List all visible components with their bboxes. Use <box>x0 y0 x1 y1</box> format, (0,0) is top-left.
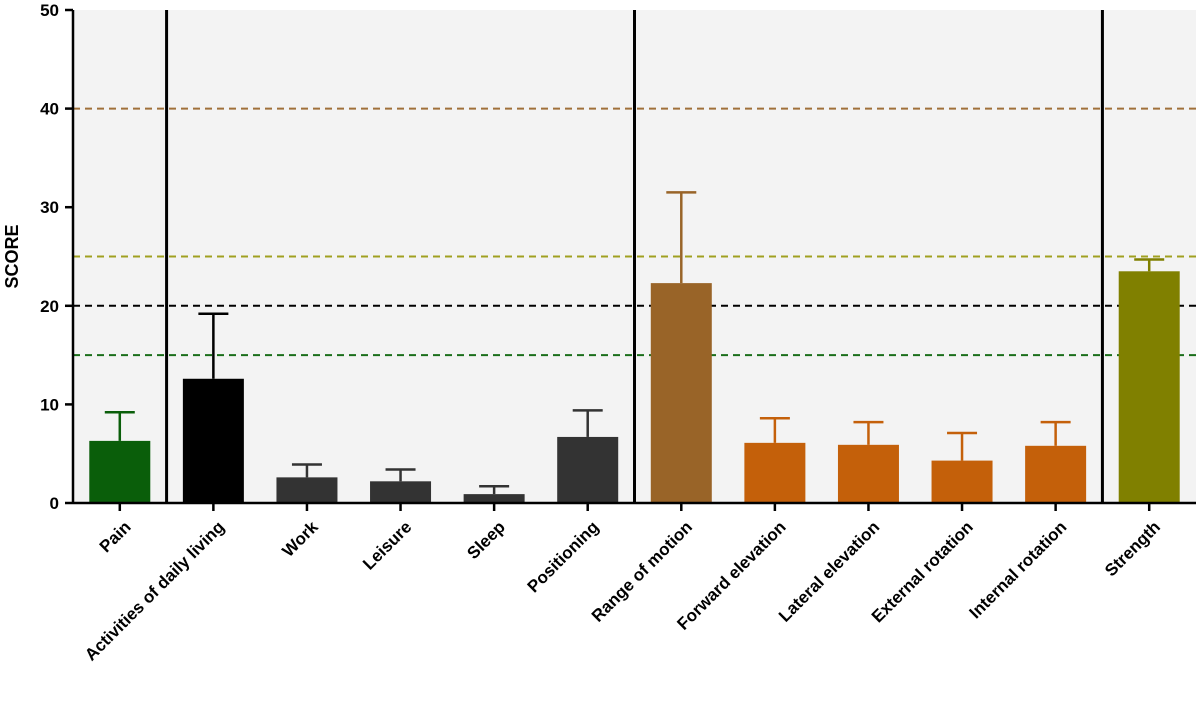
bar-2 <box>182 378 244 503</box>
x-tick-label: Internal rotation <box>966 517 1071 622</box>
x-tick-label: External rotation <box>868 517 977 626</box>
error-bars <box>104 191 1165 495</box>
y-axis: 0 10 20 30 40 50 <box>40 1 75 513</box>
x-tick-label: Leisure <box>359 517 415 573</box>
y-axis-title: SCORE <box>2 224 22 288</box>
x-tick-label: Positioning <box>524 517 603 596</box>
error-bar-3 <box>291 463 322 478</box>
bar-11 <box>1025 445 1087 503</box>
y-tick-label: 20 <box>40 297 59 316</box>
bars <box>89 271 1180 503</box>
x-tick-label: Range of motion <box>588 517 696 625</box>
x-tick-label: Work <box>279 517 323 561</box>
bar-5 <box>463 494 525 503</box>
error-bar-2 <box>198 312 229 379</box>
error-bar-1 <box>104 411 135 441</box>
error-bar-4 <box>385 468 416 482</box>
bar-6 <box>557 436 619 503</box>
y-tick-label: 0 <box>50 494 59 513</box>
error-bar-6 <box>572 409 603 437</box>
bar-7 <box>650 283 712 503</box>
x-tick-label: Pain <box>96 517 135 556</box>
bar-4 <box>370 481 432 503</box>
x-tick-label: Lateral elevation <box>775 517 883 625</box>
error-bar-7 <box>666 191 697 284</box>
bar-3 <box>276 477 338 503</box>
error-bar-5 <box>479 484 510 495</box>
y-tick-label: 30 <box>40 198 59 217</box>
error-bar-9 <box>853 420 884 445</box>
bar-10 <box>931 460 993 503</box>
bar-12 <box>1118 271 1180 503</box>
error-bar-10 <box>947 431 978 461</box>
x-tick-label: Strength <box>1101 517 1164 580</box>
y-tick-label: 10 <box>40 395 59 414</box>
bar-8 <box>744 442 806 503</box>
error-bar-11 <box>1040 420 1071 446</box>
x-tick-label: Sleep <box>463 517 509 563</box>
section-dividers <box>165 10 1104 503</box>
bar-9 <box>837 444 899 503</box>
error-bar-8 <box>759 416 790 443</box>
y-tick-label: 50 <box>40 1 59 20</box>
bar-1 <box>89 440 151 503</box>
y-tick-label: 40 <box>40 100 59 119</box>
error-bar-12 <box>1134 258 1165 272</box>
